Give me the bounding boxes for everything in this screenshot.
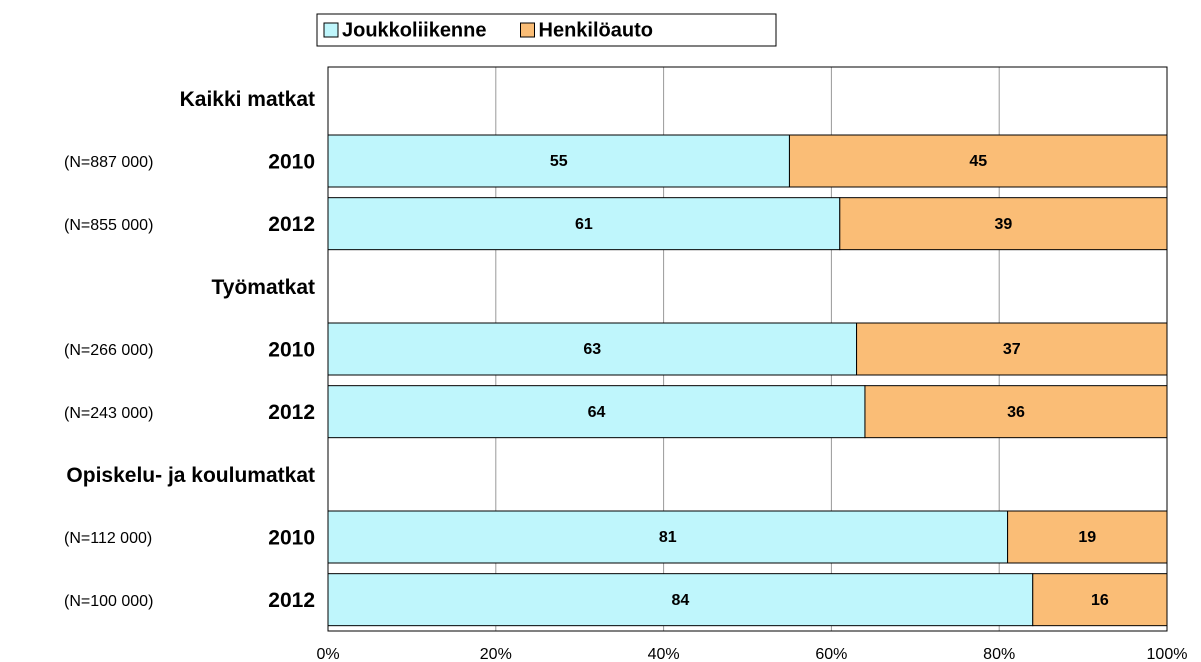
value-label: 36 <box>1007 404 1025 421</box>
bar-segment <box>327 322 858 376</box>
category-label: 2010 <box>268 339 315 362</box>
value-label: 37 <box>1003 341 1021 358</box>
value-label: 63 <box>583 341 601 358</box>
value-label: 19 <box>1078 529 1096 546</box>
category-label: Kaikki matkat <box>180 88 315 111</box>
legend-swatch <box>520 22 535 38</box>
x-tick-label: 20% <box>480 646 512 662</box>
value-label: 55 <box>550 153 568 170</box>
category-label: Opiskelu- ja koulumatkat <box>66 464 315 487</box>
x-tick-label: 0% <box>316 646 339 662</box>
x-tick-label: 60% <box>815 646 847 662</box>
value-label: 84 <box>671 592 689 609</box>
x-tick-label: 100% <box>1147 646 1188 662</box>
category-label: 2012 <box>268 213 315 236</box>
category-label: 2010 <box>268 527 315 550</box>
legend-box <box>316 13 777 47</box>
n-label: (N=887 000) <box>64 154 153 171</box>
n-label: (N=100 000) <box>64 593 153 610</box>
bar-segment <box>788 134 1168 188</box>
bar-segment <box>327 385 866 439</box>
value-label: 39 <box>994 216 1012 233</box>
x-tick-label: 80% <box>983 646 1015 662</box>
value-label: 64 <box>588 404 606 421</box>
n-label: (N=266 000) <box>64 342 153 359</box>
value-label: 81 <box>659 529 677 546</box>
plot-border <box>327 66 1168 632</box>
n-label: (N=243 000) <box>64 405 153 422</box>
category-label: 2010 <box>268 151 315 174</box>
bar-segment <box>856 322 1168 376</box>
category-label: Työmatkat <box>212 276 315 299</box>
legend-label: Joukkoliikenne <box>342 19 487 41</box>
bar-segment <box>1007 510 1168 564</box>
bar-segment <box>864 385 1168 439</box>
x-tick-label: 40% <box>648 646 680 662</box>
category-label: 2012 <box>268 401 315 424</box>
n-label: (N=112 000) <box>64 530 152 547</box>
bar-segment <box>327 573 1034 627</box>
legend-swatch <box>323 22 339 38</box>
category-label: 2012 <box>268 589 315 612</box>
legend-label: Henkilöauto <box>539 19 653 41</box>
value-label: 16 <box>1091 592 1109 609</box>
value-label: 45 <box>969 153 987 170</box>
bar-segment <box>839 197 1168 251</box>
value-label: 61 <box>575 216 593 233</box>
bar-segment <box>327 197 841 251</box>
n-label: (N=855 000) <box>64 217 153 234</box>
